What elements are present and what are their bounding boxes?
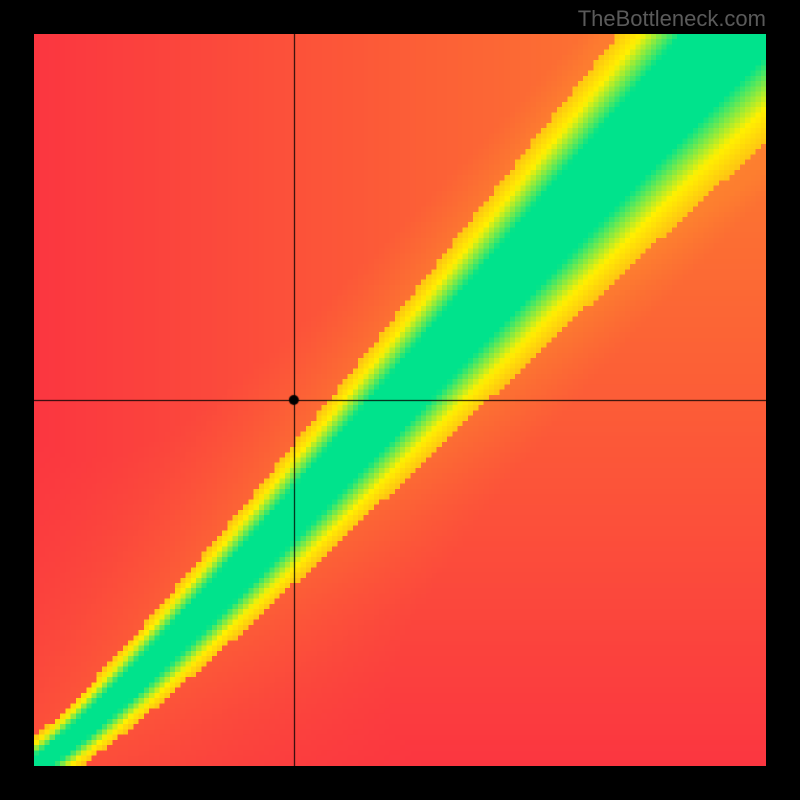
chart-container: TheBottleneck.com	[0, 0, 800, 800]
crosshair-overlay	[34, 34, 766, 766]
watermark-text: TheBottleneck.com	[578, 6, 766, 32]
